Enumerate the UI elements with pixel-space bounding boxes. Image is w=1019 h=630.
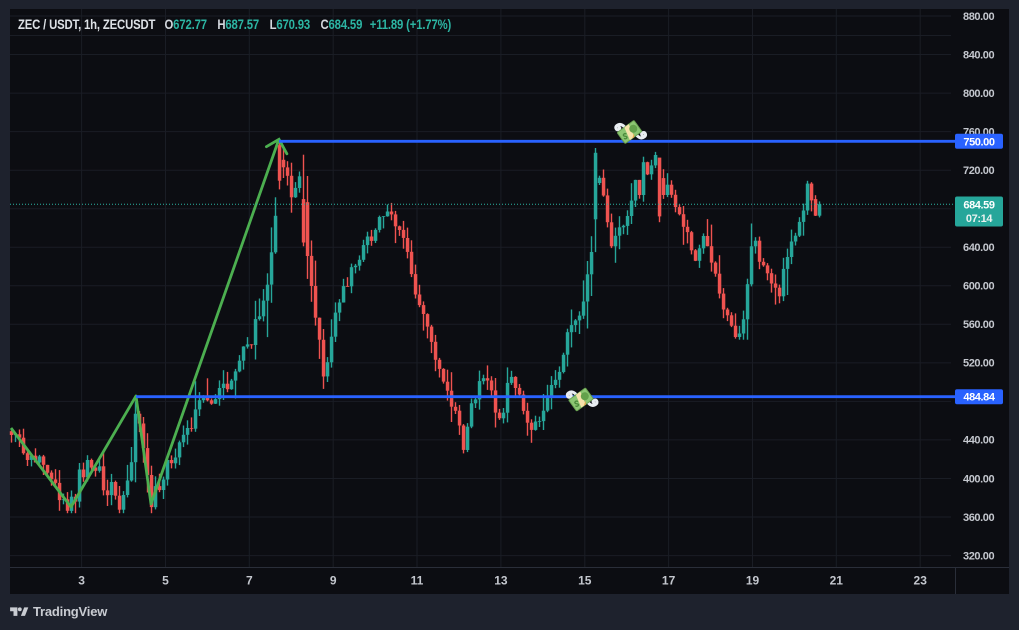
svg-text:TradingView: TradingView [33, 604, 108, 619]
svg-text:720.00: 720.00 [963, 165, 995, 177]
svg-text:560.00: 560.00 [963, 319, 995, 331]
svg-text:484.84: 484.84 [963, 392, 996, 404]
svg-text:320.00: 320.00 [963, 550, 995, 562]
svg-text:880.00: 880.00 [963, 11, 995, 23]
svg-text:23: 23 [914, 574, 928, 588]
svg-text:21: 21 [830, 574, 844, 588]
svg-text:750.00: 750.00 [963, 136, 995, 148]
svg-text:15: 15 [578, 574, 592, 588]
svg-text:800.00: 800.00 [963, 88, 995, 100]
svg-text:11: 11 [411, 574, 424, 588]
svg-text:440.00: 440.00 [963, 435, 995, 447]
svg-text:684.59: 684.59 [963, 199, 995, 211]
svg-text:640.00: 640.00 [963, 242, 995, 254]
svg-text:360.00: 360.00 [963, 512, 995, 524]
svg-text:5: 5 [162, 574, 169, 588]
svg-text:9: 9 [330, 574, 337, 588]
svg-text:19: 19 [746, 574, 760, 588]
svg-text:13: 13 [494, 574, 508, 588]
svg-text:840.00: 840.00 [963, 49, 995, 61]
svg-text:600.00: 600.00 [963, 281, 995, 293]
svg-text:17: 17 [662, 574, 676, 588]
svg-text:400.00: 400.00 [963, 473, 995, 485]
svg-text:3: 3 [78, 574, 85, 588]
svg-text:7: 7 [246, 574, 253, 588]
svg-text:520.00: 520.00 [963, 358, 995, 370]
svg-text:07:14: 07:14 [966, 213, 993, 225]
